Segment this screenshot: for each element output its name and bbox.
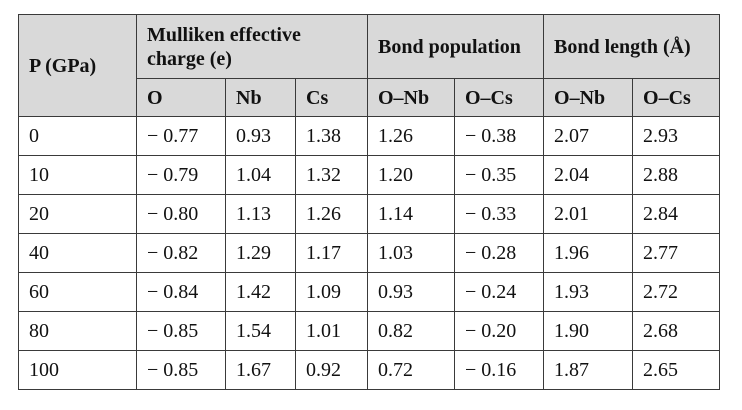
header-bond-population: Bond population: [366, 14, 545, 79]
table-row: 100− 0.85 1.67 0.92 0.72− 0.16 1.87 2.65: [18, 350, 721, 390]
cell-o-nb-population: 0.93: [367, 272, 455, 312]
cell-o-cs-length: 2.65: [632, 350, 721, 390]
cell-o-cs-population: − 0.28: [453, 233, 545, 273]
cell-o-cs-length: 2.84: [632, 194, 721, 234]
cell-pressure: 40: [18, 233, 137, 273]
cell-cs-charge: 1.26: [295, 194, 368, 234]
cell-pressure: 10: [18, 155, 137, 195]
cell-o-cs-length: 2.93: [632, 116, 721, 156]
subheader-o-cs-population: O–Cs: [453, 78, 545, 117]
cell-cs-charge: 1.17: [295, 233, 368, 273]
cell-cs-charge: 0.92: [295, 350, 368, 390]
table-row: 20− 0.80 1.13 1.26 1.14− 0.33 2.01 2.84: [18, 194, 721, 234]
cell-o-cs-population: − 0.24: [453, 272, 545, 312]
cell-nb-charge: 1.04: [225, 155, 296, 195]
table-row: 0− 0.77 0.93 1.38 1.26− 0.38 2.07 2.93: [18, 116, 721, 156]
subheader-nb-charge: Nb: [225, 78, 296, 117]
cell-pressure: 60: [18, 272, 137, 312]
table-row: 40− 0.82 1.29 1.17 1.03− 0.28 1.96 2.77: [18, 233, 721, 273]
cell-o-cs-length: 2.72: [632, 272, 721, 312]
cell-nb-charge: 1.42: [225, 272, 296, 312]
cell-nb-charge: 1.13: [225, 194, 296, 234]
header-row-sub: O Nb Cs O–Nb O–Cs O–Nb O–Cs: [19, 78, 721, 117]
cell-o-nb-length: 2.01: [543, 194, 634, 234]
cell-o-charge: − 0.84: [136, 272, 226, 312]
cell-o-cs-length: 2.68: [632, 311, 721, 351]
subheader-o-nb-population: O–Nb: [367, 78, 455, 117]
data-table-container: P (GPa) Mulliken effective charge (e) Bo…: [18, 14, 721, 390]
cell-o-cs-population: − 0.35: [453, 155, 545, 195]
table-row: 80− 0.85 1.54 1.01 0.82− 0.20 1.90 2.68: [18, 311, 721, 351]
cell-o-cs-length: 2.77: [632, 233, 721, 273]
subheader-o-nb-length: O–Nb: [543, 78, 634, 117]
cell-o-cs-length: 2.88: [632, 155, 721, 195]
cell-o-nb-population: 1.26: [367, 116, 455, 156]
header-mulliken-charge: Mulliken effective charge (e): [136, 14, 368, 79]
cell-o-nb-length: 1.87: [543, 350, 634, 390]
cell-o-cs-population: − 0.33: [453, 194, 545, 234]
header-pressure: P (GPa): [18, 14, 137, 117]
cell-o-charge: − 0.79: [136, 155, 226, 195]
cell-nb-charge: 1.29: [225, 233, 296, 273]
cell-o-nb-population: 0.72: [367, 350, 455, 390]
cell-cs-charge: 1.09: [295, 272, 368, 312]
cell-o-charge: − 0.82: [136, 233, 226, 273]
header-row-top: P (GPa) Mulliken effective charge (e) Bo…: [18, 14, 721, 117]
cell-o-nb-length: 1.96: [543, 233, 634, 273]
cell-nb-charge: 1.67: [225, 350, 296, 390]
cell-o-charge: − 0.85: [136, 311, 226, 351]
cell-nb-charge: 1.54: [225, 311, 296, 351]
subheader-o-cs-length: O–Cs: [632, 78, 721, 117]
cell-pressure: 80: [18, 311, 137, 351]
cell-o-cs-population: − 0.38: [453, 116, 545, 156]
cell-pressure: 0: [18, 116, 137, 156]
cell-o-nb-length: 2.04: [543, 155, 634, 195]
cell-o-charge: − 0.85: [136, 350, 226, 390]
header-bond-length: Bond length (Å): [543, 14, 721, 79]
cell-cs-charge: 1.32: [295, 155, 368, 195]
cell-o-nb-population: 1.20: [367, 155, 455, 195]
cell-cs-charge: 1.01: [295, 311, 368, 351]
subheader-o-charge: O: [136, 78, 226, 117]
cell-o-nb-population: 1.03: [367, 233, 455, 273]
data-table: P (GPa) Mulliken effective charge (e) Bo…: [18, 14, 721, 390]
table-header: P (GPa) Mulliken effective charge (e) Bo…: [18, 14, 721, 117]
cell-o-charge: − 0.77: [136, 116, 226, 156]
cell-o-charge: − 0.80: [136, 194, 226, 234]
cell-pressure: 20: [18, 194, 137, 234]
cell-o-nb-population: 0.82: [367, 311, 455, 351]
cell-o-nb-length: 1.90: [543, 311, 634, 351]
subheader-cs-charge: Cs: [295, 78, 368, 117]
cell-cs-charge: 1.38: [295, 116, 368, 156]
cell-nb-charge: 0.93: [225, 116, 296, 156]
cell-o-nb-length: 2.07: [543, 116, 634, 156]
table-row: 10− 0.79 1.04 1.32 1.20− 0.35 2.04 2.88: [18, 155, 721, 195]
cell-o-cs-population: − 0.16: [453, 350, 545, 390]
cell-pressure: 100: [18, 350, 137, 390]
cell-o-nb-population: 1.14: [367, 194, 455, 234]
table-row: 60− 0.84 1.42 1.09 0.93− 0.24 1.93 2.72: [18, 272, 721, 312]
cell-o-nb-length: 1.93: [543, 272, 634, 312]
table-body: 0− 0.77 0.93 1.38 1.26− 0.38 2.07 2.93 10− 0.7…: [18, 116, 721, 390]
cell-o-cs-population: − 0.20: [453, 311, 545, 351]
